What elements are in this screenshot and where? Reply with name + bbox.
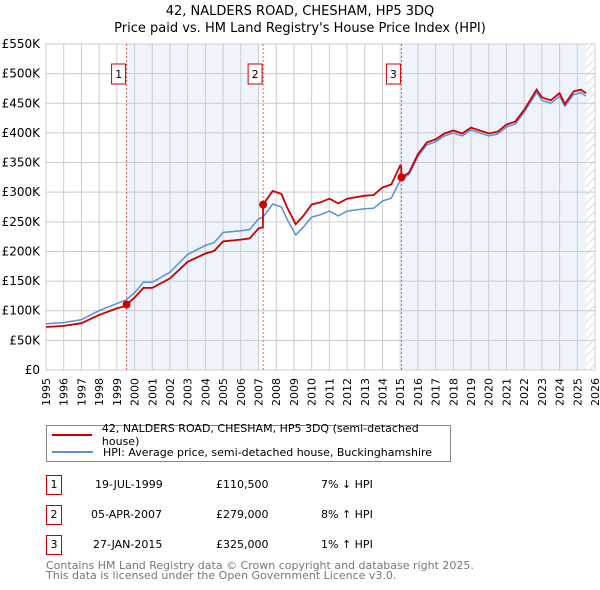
legend: 42, NALDERS ROAD, CHESHAM, HP5 3DQ (semi… [46, 422, 451, 462]
legend-label-hpi: HPI: Average price, semi-detached house,… [103, 445, 433, 459]
x-tick-label: 2019 [465, 378, 478, 406]
transaction-marker: 2 [46, 505, 62, 525]
y-tick-label: £200K [2, 244, 42, 258]
x-tick-label: 2017 [430, 378, 443, 406]
x-tick-label: 2006 [235, 378, 248, 406]
x-tick-label: 2010 [306, 378, 319, 406]
y-tick-label: £400K [2, 126, 42, 140]
hpi-line [45, 91, 587, 325]
x-tick-label: 2004 [199, 378, 212, 406]
x-tick-label: 2000 [129, 378, 142, 406]
x-tick-label: 1997 [75, 378, 88, 406]
transaction-marker: 1 [46, 475, 62, 495]
transaction-hpi-delta: 8% ↑ HPI [321, 508, 373, 521]
transaction-marker: 3 [46, 535, 62, 555]
transaction-date: 27-JAN-2015 [93, 538, 163, 551]
x-tick-label: 2009 [288, 378, 301, 406]
sale-label-box [385, 63, 401, 85]
y-tick-label: £450K [2, 96, 42, 110]
footer-copyright: Contains HM Land Registry data © Crown c… [46, 559, 474, 572]
price-chart: 1995 1996 1997 1998 1999 2000 2001 2002 2003 2004… [2, 37, 600, 406]
x-tick-label: 2018 [447, 378, 460, 406]
x-tick-label: 2023 [536, 378, 549, 406]
y-tick-label: £100K [2, 304, 42, 318]
x-tick-label: 1998 [93, 378, 106, 406]
x-tick-label: 2022 [518, 378, 531, 406]
plot-border [45, 43, 596, 371]
legend-item-property: 42, NALDERS ROAD, CHESHAM, HP5 3DQ (semi… [47, 422, 450, 448]
x-tick-label: 2026 [589, 378, 600, 406]
x-tick-label: 2005 [217, 378, 230, 406]
y-tick-label: £500K [2, 67, 42, 81]
sale-label: 3 [390, 68, 397, 81]
transaction-hpi-delta: 7% ↓ HPI [321, 478, 373, 491]
transaction-price: £110,500 [216, 478, 269, 491]
sale-point [259, 200, 268, 209]
legend-swatch-hpi [52, 451, 93, 453]
x-tick-label: 2021 [500, 378, 513, 406]
sale-label: 2 [252, 68, 259, 81]
chart-title: 42, NALDERS ROAD, CHESHAM, HP5 3DQ [165, 4, 435, 19]
x-tick-label: 2001 [146, 378, 159, 406]
x-tick-label: 2011 [323, 378, 336, 406]
y-tick-label: £350K [2, 156, 42, 170]
forecast-hatch [586, 44, 595, 370]
x-tick-label: 2002 [164, 378, 177, 406]
x-tick-label: 2025 [571, 378, 584, 406]
transaction-date: 05-APR-2007 [91, 508, 163, 521]
property-price-line [45, 87, 587, 328]
x-tick-label: 2013 [359, 378, 372, 406]
y-tick-label: £50K [9, 333, 41, 347]
x-tick-label: 2012 [341, 378, 354, 406]
x-tick-label: 1995 [40, 378, 53, 406]
legend-item-hpi: HPI: Average price, semi-detached house,… [47, 444, 432, 460]
y-tick-label: £250K [2, 215, 42, 229]
legend-label-property: 42, NALDERS ROAD, CHESHAM, HP5 3DQ (semi… [101, 422, 419, 448]
sale-point [122, 300, 131, 309]
x-tick-label: 2024 [554, 378, 567, 406]
sale-label-box [111, 63, 127, 85]
y-tick-label: £0 [25, 363, 40, 377]
shaded-band [126, 44, 259, 370]
shaded-band [401, 44, 587, 370]
x-tick-label: 2020 [483, 378, 496, 406]
legend-swatch-property [52, 434, 92, 436]
chart-subtitle: Price paid vs. HM Land Registry's House … [114, 21, 486, 36]
transaction-date: 19-JUL-1999 [95, 478, 163, 491]
y-tick-label: £300K [2, 185, 42, 199]
sale-point [397, 173, 406, 182]
x-tick-label: 2003 [182, 378, 195, 406]
transaction-price: £325,000 [216, 538, 269, 551]
x-tick-label: 1996 [58, 378, 71, 406]
x-tick-label: 2015 [394, 378, 407, 406]
x-tick-label: 2016 [412, 378, 425, 406]
x-tick-label: 1999 [111, 378, 124, 406]
sale-label: 1 [115, 68, 122, 81]
sale-label-box [247, 63, 263, 85]
y-tick-label: £150K [2, 274, 42, 288]
transaction-price: £279,000 [216, 508, 269, 521]
footer: Contains HM Land Registry data © Crown c… [46, 559, 474, 582]
x-tick-label: 2008 [270, 378, 283, 406]
footer-licence: This data is licensed under the Open Gov… [46, 569, 397, 582]
transaction-hpi-delta: 1% ↑ HPI [321, 538, 373, 551]
x-tick-label: 2007 [253, 378, 266, 406]
y-tick-label: £550K [2, 37, 42, 51]
x-tick-label: 2014 [376, 378, 389, 406]
